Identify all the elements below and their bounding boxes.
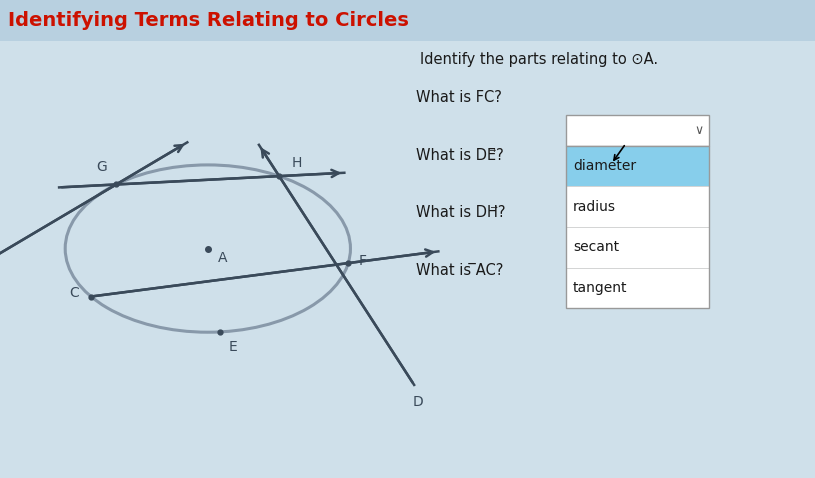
Text: G: G <box>96 160 107 174</box>
Text: What is DE⃗?: What is DE⃗? <box>416 148 504 163</box>
Text: tangent: tangent <box>573 281 628 295</box>
FancyBboxPatch shape <box>566 268 709 308</box>
FancyBboxPatch shape <box>0 0 815 41</box>
FancyBboxPatch shape <box>566 186 709 227</box>
Text: What is ̅AC?: What is ̅AC? <box>416 262 503 278</box>
Text: secant: secant <box>573 240 619 254</box>
FancyBboxPatch shape <box>566 146 709 186</box>
FancyBboxPatch shape <box>566 227 709 268</box>
Text: ∨: ∨ <box>694 124 704 137</box>
Text: E: E <box>228 340 237 355</box>
Text: diameter: diameter <box>573 159 636 173</box>
Text: What is DH⃗?: What is DH⃗? <box>416 205 505 220</box>
FancyBboxPatch shape <box>566 115 709 146</box>
Text: H: H <box>292 156 302 170</box>
Text: F: F <box>359 254 367 268</box>
Text: Identify the parts relating to ⊙A.: Identify the parts relating to ⊙A. <box>420 52 658 67</box>
Text: Identifying Terms Relating to Circles: Identifying Terms Relating to Circles <box>8 11 409 30</box>
Text: radius: radius <box>573 200 616 214</box>
Text: C: C <box>69 286 79 300</box>
Text: A: A <box>218 251 227 265</box>
Text: What is FC?: What is FC? <box>416 90 501 106</box>
Text: D: D <box>413 395 424 410</box>
